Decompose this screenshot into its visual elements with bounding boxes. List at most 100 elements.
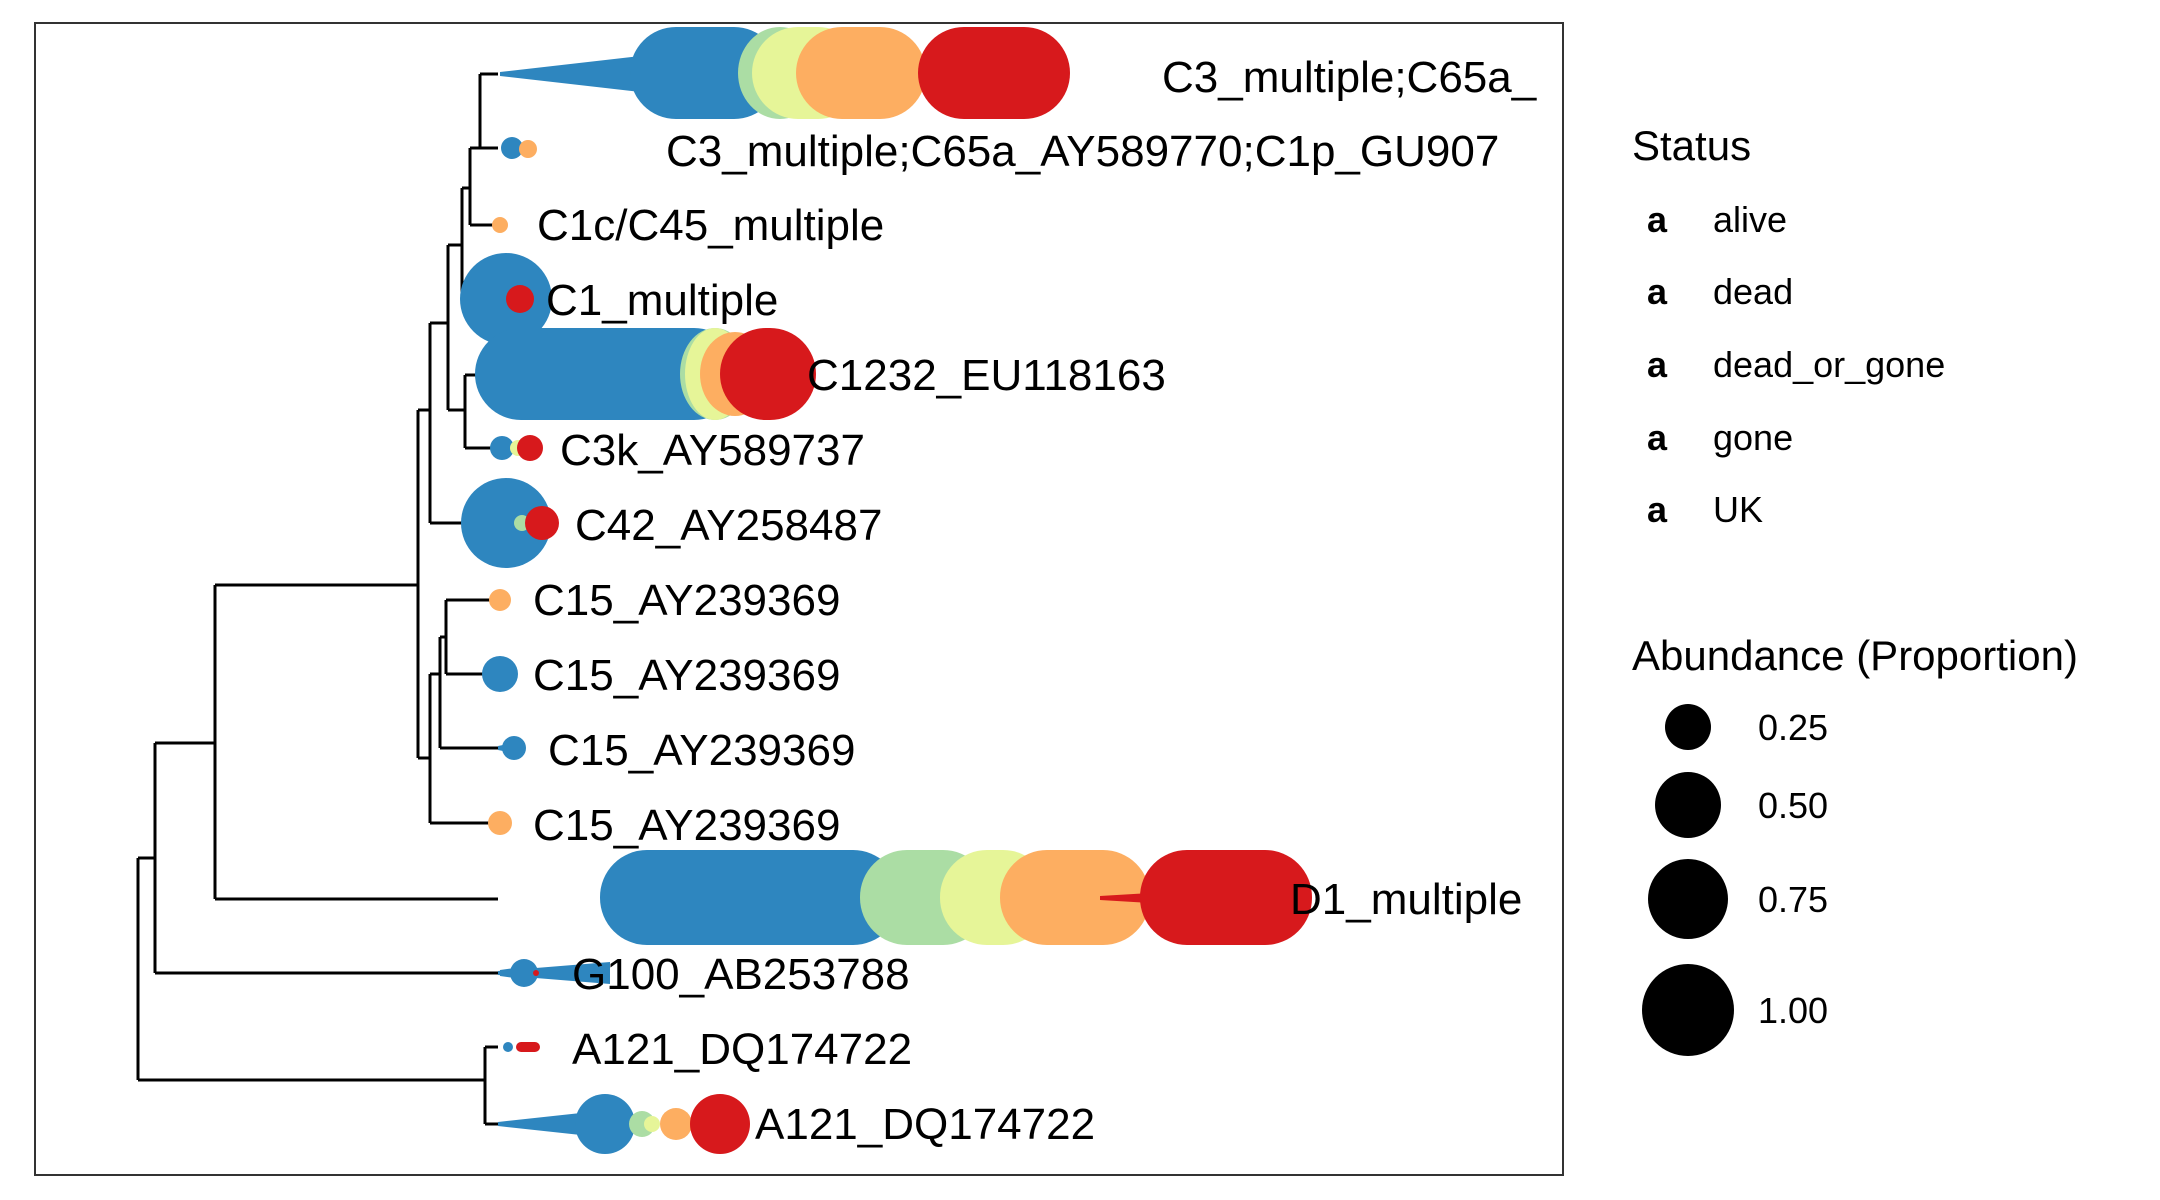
bubble-alive xyxy=(510,959,538,987)
tail-alive xyxy=(500,56,640,92)
tip-bubbles-c1-multiple xyxy=(460,253,552,345)
legend-abundance-label: 0.75 xyxy=(1758,879,1828,920)
bubble-alive xyxy=(475,328,740,420)
legend-status-title: Status xyxy=(1632,122,1751,169)
bubble-gone xyxy=(796,27,926,119)
tip-bubbles-c42 xyxy=(461,478,559,568)
legend-status-label: gone xyxy=(1713,417,1793,458)
legend-size-dot xyxy=(1648,859,1728,939)
bubble-uk xyxy=(533,970,539,976)
bubble-uk xyxy=(918,27,1070,119)
tip-label: C3_multiple;C65a_ xyxy=(1162,53,1537,102)
bubble-uk xyxy=(506,285,534,313)
legend-size-dot xyxy=(1665,704,1711,750)
legend-status-item: a alive xyxy=(1647,199,1787,240)
tip-label: C15_AY239369 xyxy=(533,576,840,625)
tip-label: C42_AY258487 xyxy=(575,501,882,550)
legend-status-item: a dead_or_gone xyxy=(1647,344,1945,385)
bubble-gone xyxy=(519,140,537,158)
tip-bubbles-c3k xyxy=(490,435,543,461)
legend-key-glyph: a xyxy=(1647,344,1668,385)
bubble-gone xyxy=(660,1108,692,1140)
legend-status-item: a gone xyxy=(1647,417,1793,458)
tip-bubbles-c15-d xyxy=(488,811,512,835)
legend-status: Status a alive a dead a dead_or_gone a g… xyxy=(1632,122,1945,530)
tip-label: A121_DQ174722 xyxy=(572,1025,912,1074)
bubble-gone xyxy=(1000,850,1150,945)
bubble-uk xyxy=(516,1042,540,1052)
bubble-alive xyxy=(490,436,514,460)
tip-label: C15_AY239369 xyxy=(533,801,840,850)
bubble-alive xyxy=(630,27,780,119)
bubble-alive xyxy=(501,137,523,159)
tail-alive-2 xyxy=(500,968,515,978)
panel-right-mask xyxy=(1564,24,1628,1174)
tip-bubbles-c15-b xyxy=(482,656,518,692)
tip-abundance-bubbles xyxy=(460,27,1312,1154)
plot-panel xyxy=(34,22,1564,1176)
tip-label: C15_AY239369 xyxy=(548,726,855,775)
tip-label: A121_DQ174722 xyxy=(755,1100,1095,1149)
legend-status-label: dead_or_gone xyxy=(1713,344,1945,385)
tip-label: C3k_AY589737 xyxy=(560,426,865,475)
legend-key-glyph: a xyxy=(1647,489,1668,530)
legend-abundance-label: 0.50 xyxy=(1758,785,1828,826)
legend-status-label: dead xyxy=(1713,271,1793,312)
bubble-alive xyxy=(503,1042,513,1052)
bubble-uk xyxy=(690,1094,750,1154)
bubble-alive xyxy=(502,736,526,760)
bubble-uk xyxy=(517,435,543,461)
bubble-uk xyxy=(525,506,559,540)
legend-size-dot xyxy=(1655,772,1721,838)
tip-bubbles-c3-multiple-a xyxy=(500,27,1070,119)
legend-key-glyph: a xyxy=(1647,417,1668,458)
bubble-dead-or-gone xyxy=(644,1116,660,1132)
legend-abundance-label: 1.00 xyxy=(1758,990,1828,1031)
tip-bubbles-c15-c xyxy=(498,736,526,760)
bubble-gone xyxy=(489,589,511,611)
bubble-uk xyxy=(1140,850,1312,945)
legend-abundance-title: Abundance (Proportion) xyxy=(1632,632,2078,679)
tip-bubbles-c1232 xyxy=(475,328,816,420)
legend-status-label: alive xyxy=(1713,199,1787,240)
legend-abundance-item: 0.50 xyxy=(1655,772,1828,838)
bubble-alive xyxy=(482,656,518,692)
tip-bubbles-g100 xyxy=(500,959,539,987)
bubble-gone xyxy=(488,811,512,835)
tip-label: C1232_EU118163 xyxy=(807,351,1166,400)
legend-key-glyph: a xyxy=(1647,271,1668,312)
legend-abundance-item: 1.00 xyxy=(1642,964,1828,1056)
legend-size-dot xyxy=(1642,964,1734,1056)
bubble-uk xyxy=(720,328,816,420)
tip-bubbles-c3-multiple-b xyxy=(501,137,537,159)
tip-label: C1_multiple xyxy=(546,276,778,325)
tail-alive xyxy=(498,1112,590,1136)
tip-label: C15_AY239369 xyxy=(533,651,840,700)
tip-label: C1c/C45_multiple xyxy=(537,201,884,250)
tip-bubbles-d1-multiple xyxy=(498,850,1312,984)
tip-labels: C3_multiple;C65a_ C3_multiple;C65a_AY589… xyxy=(533,53,1537,1149)
tip-label: D1_multiple xyxy=(1290,875,1522,924)
legend-status-label: UK xyxy=(1713,489,1763,530)
legend-abundance: Abundance (Proportion) 0.25 0.50 0.75 1.… xyxy=(1632,632,2078,1056)
tail-alive xyxy=(498,962,610,984)
legend-status-item: a dead xyxy=(1647,271,1793,312)
tip-bubbles-c15-a xyxy=(489,589,511,611)
legend-abundance-item: 0.25 xyxy=(1665,704,1828,750)
tail-alive xyxy=(498,744,508,752)
legend-abundance-label: 0.25 xyxy=(1758,707,1828,748)
bubble-alive xyxy=(575,1094,635,1154)
tip-label: G100_AB253788 xyxy=(572,950,910,999)
legend-key-glyph: a xyxy=(1647,199,1668,240)
tip-label: C3_multiple;C65a_AY589770;C1p_GU907 xyxy=(666,127,1499,176)
legend-abundance-item: 0.75 xyxy=(1648,859,1828,939)
tip-bubbles-c1c-c45 xyxy=(492,217,508,233)
legend-status-item: a UK xyxy=(1647,489,1763,530)
bubble-alive xyxy=(600,850,900,945)
tip-bubbles-a121-b xyxy=(498,1094,750,1154)
tail-uk xyxy=(1100,893,1150,903)
bubble-gone xyxy=(492,217,508,233)
tip-bubbles-a121-a xyxy=(503,1042,540,1052)
bubble-alive xyxy=(461,478,551,568)
